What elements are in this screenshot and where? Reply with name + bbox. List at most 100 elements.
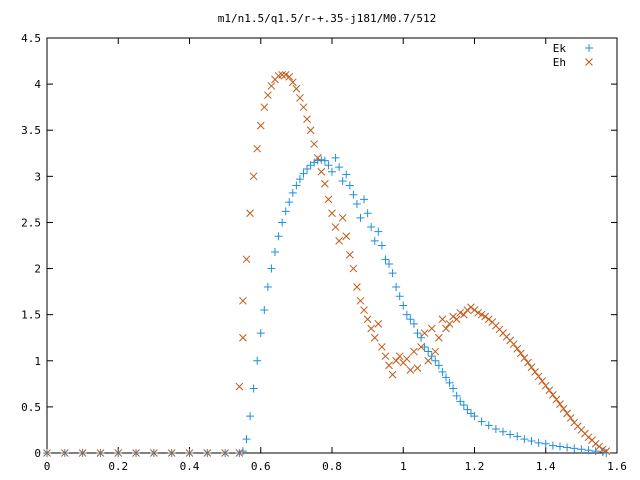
eh-point (360, 306, 368, 314)
eh-point (463, 306, 472, 314)
eh-point (96, 449, 105, 457)
chart-title: m1/n1.5/q1.5/r-+.35-j181/M0.7/512 (218, 12, 437, 25)
eh-point (595, 442, 604, 451)
ek-point (385, 259, 393, 268)
ek-point (570, 444, 579, 453)
eh-point (78, 449, 87, 457)
x-tick-label: 0.6 (251, 460, 271, 473)
x-tick-label: 1.4 (536, 460, 556, 473)
eh-point (402, 355, 411, 363)
eh-point (410, 347, 418, 356)
eh-point (43, 449, 51, 457)
y-axis: 0 0.5 1 1.5 2 2.5 3 3.5 4 4.5 (21, 32, 617, 460)
eh-point (221, 449, 229, 457)
y-tick-label: 3.5 (21, 124, 41, 137)
eh-point (385, 361, 393, 370)
eh-point (296, 94, 304, 102)
legend: Ek Eh (553, 42, 593, 69)
ek-point (352, 200, 361, 208)
eh-point (467, 303, 475, 312)
ek-point (303, 164, 312, 173)
y-tick-label: 1 (34, 355, 41, 368)
ek-point (395, 292, 404, 301)
eh-point (584, 433, 593, 442)
eh-point (353, 283, 361, 291)
eh-point (484, 315, 493, 324)
ek-point (577, 445, 586, 454)
eh-point (203, 449, 212, 457)
ek-point (363, 209, 372, 218)
eh-point (253, 144, 262, 153)
ek-point (299, 169, 308, 178)
ek-point (527, 437, 536, 446)
eh-point (424, 356, 433, 365)
eh-point (367, 324, 376, 333)
eh-point (598, 445, 607, 454)
y-tick-label: 0.5 (21, 401, 41, 414)
x-tick-label: 0.8 (322, 460, 342, 473)
eh-point (342, 232, 351, 241)
ek-point (317, 155, 326, 164)
eh-point (531, 367, 539, 376)
eh-point (559, 404, 568, 413)
plot-frame (46, 37, 618, 454)
ek-point (342, 170, 351, 179)
ek-point (434, 361, 443, 370)
ek-point (445, 378, 454, 387)
eh-point (267, 82, 276, 90)
eh-point (114, 449, 123, 457)
ek-point (349, 190, 358, 199)
eh-point (527, 363, 536, 372)
x-tick-label: 1.2 (465, 460, 485, 473)
eh-point (438, 315, 447, 324)
ek-point (246, 412, 255, 421)
eh-point (321, 179, 329, 188)
ek-point (392, 283, 401, 291)
ek-point (491, 425, 500, 434)
ek-point (413, 329, 422, 338)
eh-point (299, 103, 308, 112)
legend-marker-ek (585, 44, 593, 52)
ek-point (477, 417, 486, 426)
eh-point (356, 296, 365, 305)
ek-point (238, 447, 247, 456)
ek-point (548, 441, 557, 450)
ek-point (367, 223, 376, 232)
eh-point (445, 320, 454, 328)
ek-point (499, 427, 507, 436)
legend-label-eh: Eh (553, 56, 566, 69)
eh-point (420, 329, 429, 337)
ek-point (424, 347, 433, 356)
eh-point (395, 352, 404, 361)
eh-point (520, 354, 529, 362)
eh-point (452, 315, 461, 324)
eh-point (288, 78, 297, 87)
ek-point (267, 264, 276, 273)
eh-point (374, 320, 383, 328)
eh-point (477, 310, 486, 319)
ek-point (513, 432, 522, 441)
ek-point (541, 439, 550, 448)
eh-point (335, 237, 343, 245)
eh-point (338, 213, 347, 222)
ek-point (331, 153, 340, 162)
ek-point (249, 384, 258, 393)
eh-point (235, 449, 244, 457)
y-tick-label: 2 (34, 263, 41, 276)
eh-point (239, 333, 247, 342)
ek-point (584, 446, 593, 455)
eh-point (378, 343, 386, 351)
eh-point (167, 449, 176, 457)
ek-point (602, 449, 611, 457)
eh-point (435, 333, 443, 342)
eh-point (459, 310, 468, 319)
eh-point (239, 296, 247, 305)
ek-point (253, 356, 262, 365)
eh-point (481, 312, 490, 321)
eh-point (388, 370, 397, 379)
eh-point (281, 71, 290, 79)
ek-point (356, 213, 365, 222)
eh-point (456, 308, 465, 317)
y-tick-label: 4 (34, 78, 41, 91)
